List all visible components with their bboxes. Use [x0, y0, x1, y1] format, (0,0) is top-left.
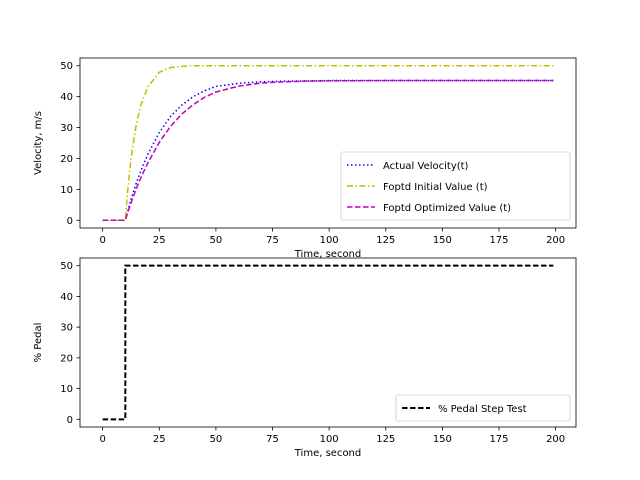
chart-1: 0 25 50 75 100 125 150 175 200 0 10 20 30 40 50 Time, s…: [33, 57, 577, 260]
y-tick-label: 40: [60, 92, 73, 103]
x-tick-label: 175: [489, 235, 508, 246]
x-tick-label: 0: [99, 434, 105, 445]
y-tick-label: 10: [60, 384, 73, 395]
chart-2: 0 25 50 75 100 125 150 175 200 0 10 20 30 40 50 Time, s…: [33, 257, 577, 459]
x-tick-label: 75: [266, 434, 279, 445]
y-axis-label: Velocity, m/s: [33, 111, 44, 175]
plot-frame: [79, 57, 577, 229]
legend-box: [395, 394, 571, 422]
y-tick-label: 20: [60, 154, 73, 165]
y-tick-label: 30: [60, 123, 73, 134]
y-axis-label: % Pedal: [33, 323, 44, 363]
x-tick-label: 125: [376, 235, 395, 246]
y-tick-label: 0: [67, 216, 73, 227]
x-tick-label: 150: [433, 235, 452, 246]
legend: % Pedal Step Test: [395, 394, 571, 422]
x-tick-label: 75: [266, 235, 279, 246]
y-tick-label: 10: [60, 185, 73, 196]
legend-label: % Pedal Step Test: [438, 404, 527, 415]
x-tick-label: 50: [210, 434, 223, 445]
x-tick-label: 50: [210, 235, 223, 246]
x-tick-label: 25: [153, 434, 166, 445]
x-tick-label: 200: [546, 434, 565, 445]
x-tick-label: 0: [99, 235, 105, 246]
legend-label: Foptd Initial Value (t): [383, 182, 488, 193]
plot-frame: [79, 257, 577, 428]
x-tick-label: 125: [376, 434, 395, 445]
legend-label: Actual Velocity(t): [383, 161, 469, 172]
y-tick-label: 30: [60, 323, 73, 334]
legend-box: [340, 151, 571, 221]
x-axis-label: Time, second: [294, 448, 362, 459]
x-tick-label: 175: [489, 434, 508, 445]
legend: Actual Velocity(t) Foptd Initial Value (t…: [340, 151, 571, 221]
series-line: [102, 79, 554, 222]
y-tick-label: 50: [60, 261, 73, 272]
x-tick-label: 100: [320, 434, 339, 445]
y-tick-label: 50: [60, 61, 73, 72]
series-line: [102, 64, 554, 222]
x-tick-label: 25: [153, 235, 166, 246]
y-tick-label: 0: [67, 415, 73, 426]
y-tick-label: 20: [60, 353, 73, 364]
x-axis-label: Time, second: [294, 249, 362, 260]
x-tick-label: 150: [433, 434, 452, 445]
x-tick-label: 200: [546, 235, 565, 246]
legend-label: Foptd Optimized Value (t): [383, 203, 511, 214]
x-tick-label: 100: [320, 235, 339, 246]
y-tick-label: 40: [60, 292, 73, 303]
